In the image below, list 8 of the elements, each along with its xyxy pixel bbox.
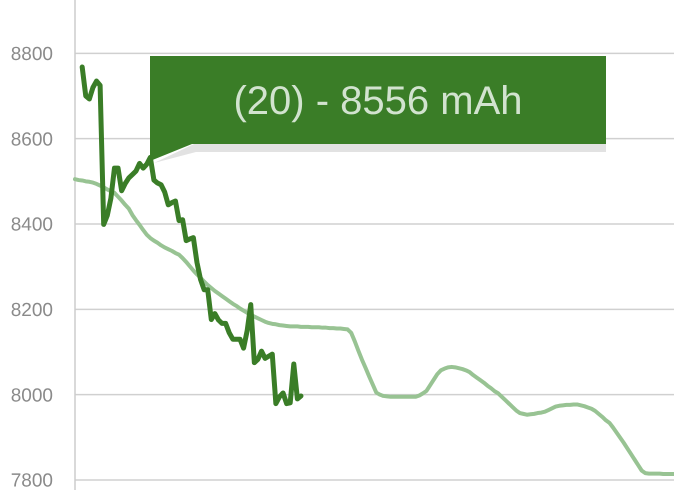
y-tick-label: 8200 <box>10 300 53 321</box>
y-tick-label: 8800 <box>10 44 53 65</box>
y-tick-label: 8600 <box>10 129 53 150</box>
annotation: (20) - 8556 mAh <box>233 79 523 123</box>
y-tick-label: 7800 <box>10 470 53 490</box>
y-tick-label: 8400 <box>10 214 53 236</box>
y-tick-label: 8000 <box>10 385 53 406</box>
line-series <box>73 177 674 476</box>
